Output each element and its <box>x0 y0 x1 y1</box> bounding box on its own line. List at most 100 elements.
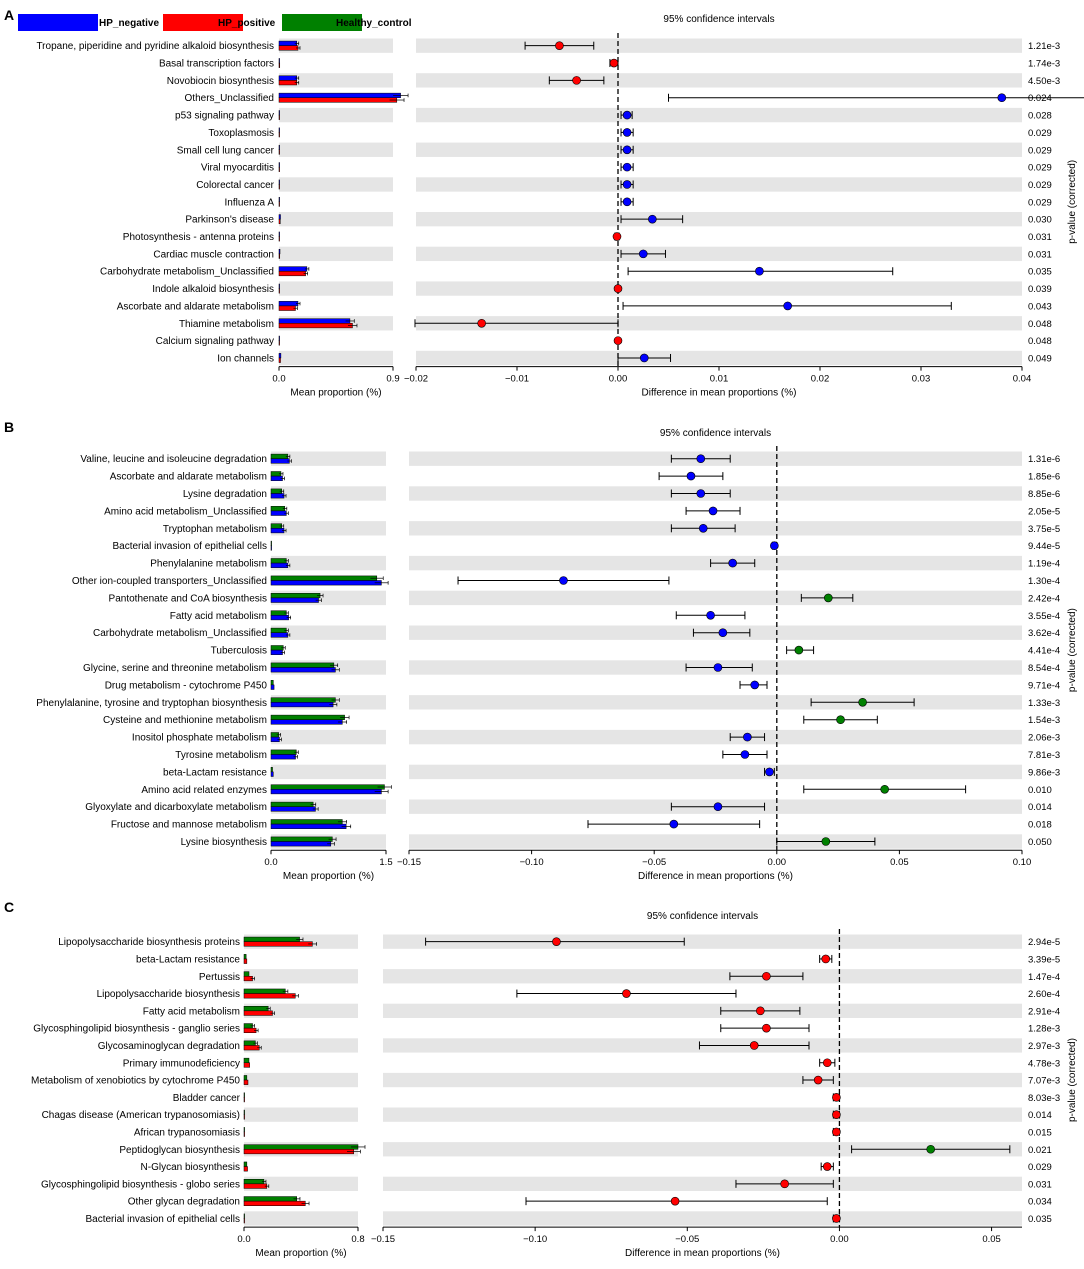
bar-stripe <box>279 73 393 88</box>
bar-hp-positive <box>278 97 398 103</box>
diff-point <box>669 819 679 829</box>
row-viral-myocarditis: Viral myocarditis 0.029 <box>201 162 1052 174</box>
row-glycosaminoglycan-degradation: Glycosaminoglycan degradation 2.97e-3 <box>98 1040 1060 1052</box>
bar-healthy-control <box>270 558 287 564</box>
bar-hp-negative <box>270 754 296 760</box>
bar-hp-positive <box>278 253 281 259</box>
row-label: Bacterial invasion of epithelial cells <box>85 1214 240 1225</box>
row-label: beta-Lactam resistance <box>136 954 240 965</box>
legend: HP_negative HP_positive Healthy_control <box>18 14 412 31</box>
bar-hp-negative <box>278 75 297 81</box>
row-label: Peptidoglycan biosynthesis <box>119 1145 240 1156</box>
row-tropane-piperidine-and-pyridine-alkaloid-biosynthesis: Tropane, piperidine and pyridine alkaloi… <box>36 40 1060 52</box>
bar-hp-negative <box>278 92 401 98</box>
bar-healthy-control <box>270 540 272 546</box>
p-value: 0.030 <box>1028 215 1052 226</box>
bar-hp-negative <box>278 196 280 203</box>
diff-point <box>926 1144 936 1154</box>
bar-healthy-control <box>243 988 286 994</box>
row-cardiac-muscle-contraction: Cardiac muscle contraction 0.031 <box>153 249 1052 260</box>
bar-hp-positive <box>278 132 280 138</box>
p-value: 8.54e-4 <box>1028 663 1060 674</box>
row-label: Metabolism of xenobiotics by cytochrome … <box>31 1076 240 1087</box>
diff-x-label: Difference in mean proportions (%) <box>638 871 793 882</box>
bar-stripe <box>279 246 393 262</box>
row-small-cell-lung-cancer: Small cell lung cancer 0.029 <box>177 144 1052 156</box>
p-value: 8.03e-3 <box>1028 1093 1060 1104</box>
row-basal-transcription-factors: Basal transcription factors 1.74e-3 <box>159 58 1060 70</box>
row-valine-leucine-and-isoleucine-degradation: Valine, leucine and isoleucine degradati… <box>80 453 1060 465</box>
row-label: Tyrosine metabolism <box>175 750 267 761</box>
bar-hp-negative <box>278 144 280 151</box>
row-label: Glyoxylate and dicarboxylate metabolism <box>85 802 267 813</box>
row-n-glycan-biosynthesis: N-Glycan biosynthesis 0.029 <box>141 1161 1052 1173</box>
bar-healthy-control <box>243 1006 269 1012</box>
row-label: Phenylalanine metabolism <box>150 559 267 570</box>
panel-b: B 95% confidence intervals Valine, leucine… <box>4 419 1078 882</box>
bar-hp-positive <box>243 1218 245 1224</box>
p-value: 2.05e-5 <box>1028 506 1060 517</box>
diff-point <box>813 1075 823 1085</box>
bar-hp-negative <box>278 162 280 168</box>
panel-letter: C <box>4 899 14 915</box>
bar-stripe <box>244 1072 358 1088</box>
row-label: beta-Lactam resistance <box>163 767 267 778</box>
diff-tick-label: 0.03 <box>912 374 931 385</box>
p-value: 4.41e-4 <box>1028 646 1060 657</box>
bar-hp-positive <box>278 184 280 190</box>
p-value: 3.62e-4 <box>1028 628 1060 639</box>
diff-point <box>821 954 831 964</box>
diff-tick-label: −0.10 <box>523 1234 547 1245</box>
row-label: Lipopolysaccharide biosynthesis <box>97 989 240 1000</box>
row-label: Other glycan degradation <box>128 1197 240 1208</box>
bar-hp-positive <box>278 357 281 363</box>
diff-tick-label: −0.02 <box>404 374 428 385</box>
p-value: 0.043 <box>1028 301 1052 312</box>
row-label: Glycosphingolipid biosynthesis - ganglio… <box>33 1024 240 1035</box>
panel-letter: A <box>4 7 14 23</box>
diff-point <box>622 197 632 207</box>
diff-point <box>622 162 632 172</box>
row-fatty-acid-metabolism: Fatty acid metabolism 3.55e-4 <box>170 610 1060 622</box>
p-value: 0.015 <box>1028 1127 1052 1138</box>
bar-tick-label: 0.8 <box>351 1234 364 1245</box>
diff-stripe <box>416 350 1022 366</box>
p-value: 3.55e-4 <box>1028 611 1060 622</box>
row-toxoplasmosis: Toxoplasmosis 0.029 <box>208 127 1052 139</box>
bar-hp-negative <box>278 283 280 289</box>
diff-point <box>708 506 718 516</box>
row-glycosphingolipid-biosynthesis-globo-series: Glycosphingolipid biosynthesis - globo s… <box>41 1179 1052 1190</box>
bar-hp-positive <box>243 941 313 947</box>
bar-hp-positive <box>278 288 280 294</box>
row-other-ion-coupled-transporters-unclassified: Other ion-coupled transporters_Unclassif… <box>72 575 1060 587</box>
row-lipopolysaccharide-biosynthesis-proteins: Lipopolysaccharide biosynthesis proteins… <box>58 936 1060 948</box>
bar-hp-positive <box>243 993 296 999</box>
p-value: 1.21e-3 <box>1028 41 1060 52</box>
p-value: 1.33e-3 <box>1028 698 1060 709</box>
bar-x-label: Mean proportion (%) <box>283 871 374 882</box>
row-label: Tryptophan metabolism <box>163 524 267 535</box>
row-pantothenate-and-coa-biosynthesis: Pantothenate and CoA biosynthesis 2.42e-4 <box>109 593 1060 604</box>
row-label: Thiamine metabolism <box>179 319 274 330</box>
diff-point <box>552 937 561 946</box>
p-value: 0.048 <box>1028 336 1052 347</box>
row-tryptophan-metabolism: Tryptophan metabolism 3.75e-5 <box>163 523 1060 535</box>
diff-stripe <box>409 695 1022 710</box>
row-label: Toxoplasmosis <box>208 128 274 139</box>
bar-stripe <box>244 1211 358 1226</box>
p-value: 0.010 <box>1028 785 1052 796</box>
bar-hp-negative <box>270 719 343 725</box>
bar-stripe <box>271 555 386 571</box>
row-pertussis: Pertussis 1.47e-4 <box>199 971 1060 983</box>
row-drug-metabolism-cytochrome-p450: Drug metabolism - cytochrome P450 9.71e-4 <box>105 680 1060 691</box>
diff-point <box>609 58 619 68</box>
bar-healthy-control <box>243 954 247 960</box>
p-value: 1.31e-6 <box>1028 454 1060 465</box>
bar-hp-positive <box>278 340 280 346</box>
bar-stripe <box>279 38 393 53</box>
diff-tick-label: −0.15 <box>371 1234 395 1245</box>
bar-healthy-control <box>270 610 287 616</box>
bar-hp-negative <box>278 110 280 116</box>
legend-label-hp_positive: HP_positive <box>218 18 276 29</box>
row-label: Fatty acid metabolism <box>143 1006 240 1017</box>
